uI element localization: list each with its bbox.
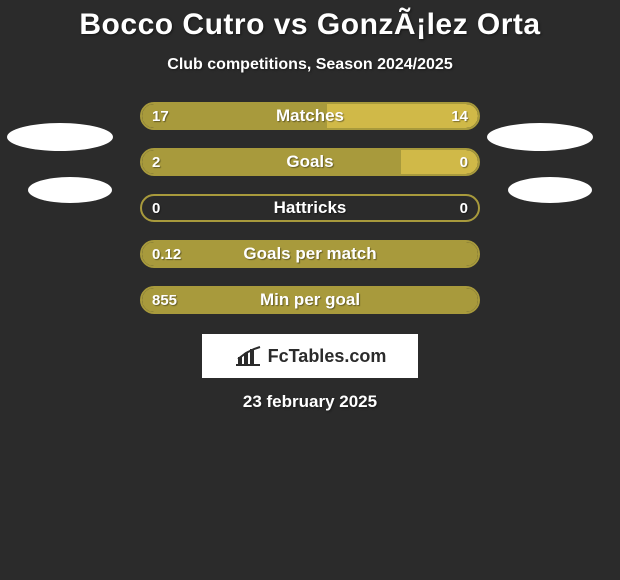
bar-label: Goals — [142, 150, 478, 174]
value-right: 0 — [460, 196, 468, 220]
decorative-ellipse — [487, 123, 593, 151]
value-left: 0.12 — [152, 242, 181, 266]
logo-box: FcTables.com — [202, 334, 418, 378]
date-text: 23 february 2025 — [0, 392, 620, 412]
bar-container: Hattricks0 0 — [140, 194, 480, 222]
decorative-ellipse — [7, 123, 113, 151]
value-right: 14 — [451, 104, 468, 128]
bar-label: Min per goal — [142, 288, 478, 312]
value-right: 0 — [460, 150, 468, 174]
stat-row: Goals per match0.12 — [0, 240, 620, 268]
value-left: 0 — [152, 196, 160, 220]
value-left: 17 — [152, 104, 169, 128]
decorative-ellipse — [508, 177, 592, 203]
page-title: Bocco Cutro vs GonzÃ¡lez Orta — [0, 0, 620, 42]
bar-container: Min per goal855 — [140, 286, 480, 314]
value-left: 2 — [152, 150, 160, 174]
subtitle: Club competitions, Season 2024/2025 — [0, 56, 620, 74]
bar-container: Matches17 14 — [140, 102, 480, 130]
bar-container: Goals per match0.12 — [140, 240, 480, 268]
stat-row: Goals2 0 — [0, 148, 620, 176]
bar-label: Matches — [142, 104, 478, 128]
logo-text: FcTables.com — [268, 346, 387, 367]
bar-label: Goals per match — [142, 242, 478, 266]
value-left: 855 — [152, 288, 177, 312]
bar-chart-icon — [234, 345, 262, 367]
stat-row: Min per goal855 — [0, 286, 620, 314]
bar-label: Hattricks — [142, 196, 478, 220]
decorative-ellipse — [28, 177, 112, 203]
bar-container: Goals2 0 — [140, 148, 480, 176]
